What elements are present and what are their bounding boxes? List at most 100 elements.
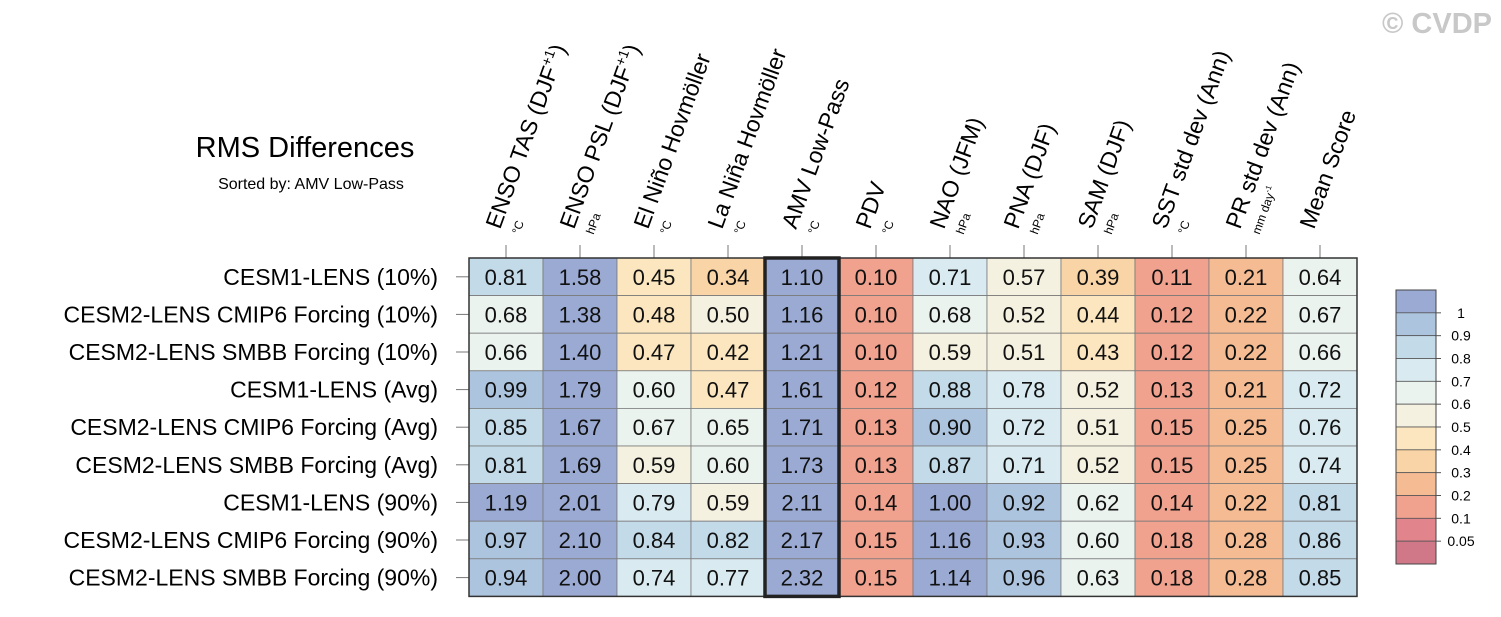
column-label: NAO (JFM) [924, 114, 988, 232]
column-unit-text: hPa [1027, 211, 1048, 236]
cell-value: 0.59 [929, 340, 972, 365]
heatmap-cell [616, 445, 692, 484]
cell-value: 0.81 [485, 265, 528, 290]
heatmap-cell [468, 445, 544, 484]
column-unit: hPa [583, 211, 604, 236]
cell-value: 0.60 [1077, 528, 1120, 553]
cell-value: 0.22 [1225, 302, 1268, 327]
heatmap-cell [1282, 407, 1358, 447]
heatmap-cell [616, 407, 692, 447]
heatmap-cell [1208, 520, 1284, 560]
row-label: CESM1-LENS (Avg) [230, 377, 438, 403]
column-label-superscript: +1 [538, 47, 559, 68]
cell-value: 0.97 [485, 528, 528, 553]
watermark: © CVDP [1382, 8, 1492, 40]
colorbar-label: 0.9 [1451, 328, 1471, 344]
heatmap-cell [986, 257, 1062, 296]
heatmap-cell [1282, 445, 1358, 484]
heatmap-cell [690, 407, 766, 447]
colorbar-swatch [1395, 540, 1437, 565]
cell-value: 0.85 [485, 415, 528, 440]
row-label: CESM1-LENS (90%) [223, 489, 438, 515]
colorbar-swatch [1395, 312, 1437, 337]
cell-value: 0.84 [633, 528, 676, 553]
column-label: SAM (DJF) [1072, 116, 1135, 232]
cell-value: 0.13 [855, 415, 898, 440]
column-label-text: Mean Score [1294, 106, 1361, 231]
cell-value: 0.77 [707, 566, 750, 591]
column-unit: °C [805, 218, 823, 236]
cell-value: 0.10 [855, 265, 898, 290]
heatmap-cell [1134, 295, 1210, 334]
heatmap-cell [764, 520, 840, 560]
column-unit-text: °C [509, 218, 527, 236]
heatmap-cell [1134, 370, 1210, 409]
heatmap-cell [764, 257, 840, 296]
cell-value: 0.60 [633, 378, 676, 403]
heatmap-cell [690, 445, 766, 484]
cell-value: 1.69 [559, 453, 602, 478]
column-unit: hPa [953, 211, 974, 236]
cell-value: 0.99 [485, 378, 528, 403]
column-unit: °C [731, 218, 749, 236]
heatmap-cell [1134, 445, 1210, 484]
cell-value: 0.57 [1003, 265, 1046, 290]
cell-value: 0.72 [1003, 415, 1046, 440]
heatmap-cell [690, 332, 766, 372]
column-label-text: ENSO TAS (DJF [480, 63, 563, 232]
heatmap-cell [912, 483, 988, 522]
heatmap-cell [838, 332, 914, 372]
cell-value: 0.25 [1225, 453, 1268, 478]
cell-value: 1.21 [781, 340, 824, 365]
colorbar-swatch [1395, 335, 1437, 359]
column-label: La Niña Hovmöller [702, 45, 791, 232]
cell-value: 0.81 [485, 453, 528, 478]
cell-value: 0.96 [1003, 566, 1046, 591]
heatmap-cell [1134, 483, 1210, 522]
column-label: AMV Low-Pass [776, 75, 854, 232]
heatmap-cell [616, 370, 692, 409]
cell-value: 0.34 [707, 265, 750, 290]
cell-value: 0.92 [1003, 490, 1046, 515]
cell-value: 0.64 [1299, 265, 1342, 290]
cell-value: 0.14 [855, 490, 898, 515]
cell-value: 0.14 [1151, 490, 1194, 515]
cell-value: 0.78 [1003, 378, 1046, 403]
colorbar-label: 0.05 [1447, 533, 1474, 549]
cell-value: 0.21 [1225, 265, 1268, 290]
cell-value: 0.10 [855, 340, 898, 365]
colorbar-label: 0.2 [1451, 488, 1471, 504]
heatmap-cell [1134, 558, 1210, 597]
chart-subtitle: Sorted by: AMV Low-Pass [218, 176, 404, 193]
heatmap-cell [542, 483, 618, 522]
column-unit-text: °C [805, 218, 823, 236]
colorbar-swatch [1395, 449, 1437, 474]
column-label: PNA (DJF) [998, 120, 1060, 232]
row-label: CESM1-LENS (10%) [223, 264, 438, 290]
cell-value: 0.60 [707, 453, 750, 478]
colorbar-swatch [1395, 495, 1437, 519]
cell-value: 2.11 [781, 490, 822, 515]
heatmap-cell [986, 520, 1062, 560]
cell-value: 0.47 [707, 378, 750, 403]
cell-value: 0.67 [633, 415, 676, 440]
heatmap-cell [616, 520, 692, 560]
cell-value: 0.74 [633, 566, 676, 591]
column-label-text: SST std dev (Ann) [1146, 47, 1235, 232]
cell-value: 0.76 [1299, 415, 1342, 440]
heatmap-cell [468, 407, 544, 447]
heatmap-cell [1134, 332, 1210, 372]
cell-value: 0.15 [855, 528, 898, 553]
cell-value: 0.12 [855, 378, 898, 403]
heatmap-cell [912, 407, 988, 447]
cell-value: 0.15 [855, 566, 898, 591]
row-label: CESM2-LENS CMIP6 Forcing (10%) [64, 301, 439, 327]
cell-value: 0.51 [1077, 415, 1120, 440]
colorbar-label: 0.5 [1451, 419, 1471, 435]
heatmap-cell [986, 370, 1062, 409]
cell-value: 0.12 [1151, 340, 1194, 365]
cell-value: 0.52 [1003, 302, 1046, 327]
column-label-text: ENSO PSL (DJF [554, 63, 637, 232]
cell-value: 0.86 [1299, 528, 1342, 553]
cell-value: 0.71 [1003, 453, 1046, 478]
